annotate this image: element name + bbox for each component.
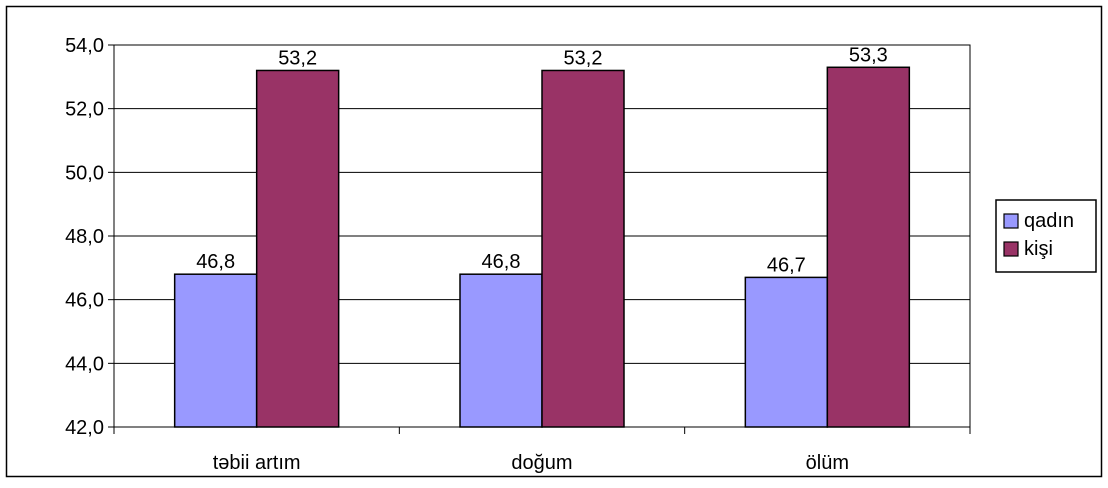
data-label: 53,2 <box>278 47 317 69</box>
legend-label: qadın <box>1024 210 1074 232</box>
legend-label: kişi <box>1024 238 1053 260</box>
x-tick-label: təbii artım <box>213 452 301 474</box>
y-tick-label: 44,0 <box>65 353 104 375</box>
data-label: 46,7 <box>767 254 806 276</box>
bar-qadin <box>173 273 258 428</box>
y-tick-label: 52,0 <box>65 99 104 121</box>
label-layer: 42,0 44,0 46,0 48,0 50,0 52,0 54,0 46,8 53,2 təbi… <box>65 35 888 474</box>
legend-swatch <box>1003 213 1019 229</box>
bar-kisi <box>541 69 625 428</box>
data-label: 46,8 <box>196 251 235 273</box>
bar-kisi <box>826 66 911 428</box>
data-label: 53,2 <box>564 47 603 69</box>
legend-swatch <box>1003 241 1019 257</box>
y-tick-label: 46,0 <box>65 290 104 312</box>
axis-layer <box>108 44 971 434</box>
legend-box <box>995 199 1097 273</box>
data-label: 53,3 <box>849 44 888 66</box>
plot-area <box>113 44 971 428</box>
y-tick-label: 42,0 <box>65 417 104 439</box>
bar-kisi <box>255 69 340 428</box>
y-tick-label: 54,0 <box>65 35 104 57</box>
data-label: 46,8 <box>482 251 521 273</box>
bar-qadin <box>459 273 543 428</box>
bar-layer <box>173 66 911 428</box>
y-tick-label: 50,0 <box>65 162 104 184</box>
x-tick-label: doğum <box>511 452 572 474</box>
bar-qadin <box>744 276 829 428</box>
y-tick-label: 48,0 <box>65 226 104 248</box>
x-tick-label: ölüm <box>806 452 849 474</box>
legend-layer: qadın kişi <box>995 199 1097 273</box>
